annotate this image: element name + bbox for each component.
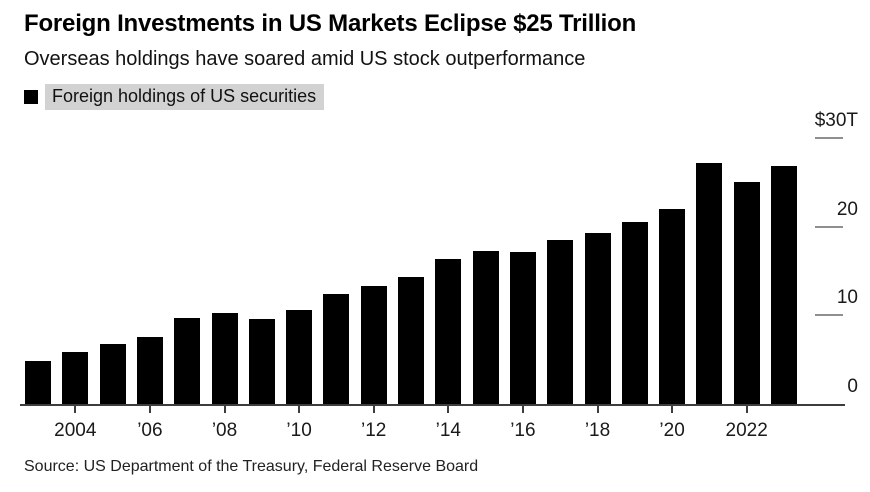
bar-2006: [136, 336, 163, 404]
bar-2008: [211, 312, 238, 404]
x-tick-2014: [447, 406, 450, 413]
x-tick-2020: [671, 406, 674, 413]
x-tick-2012: [372, 406, 375, 413]
x-tick-label-2006: ’06: [137, 420, 163, 441]
bar-2020: [659, 208, 686, 404]
bar-2011: [323, 294, 350, 404]
bar-2010: [286, 310, 313, 404]
x-axis-line: [20, 404, 845, 406]
x-tick-2018: [596, 406, 599, 413]
legend: Foreign holdings of US securities: [24, 84, 325, 110]
x-tick-label-2008: ’08: [211, 420, 238, 441]
chart-subtitle: Overseas holdings have soared amid US st…: [24, 48, 586, 70]
x-tick-2008: [223, 406, 226, 413]
y-tick-label-20: 20: [836, 198, 858, 220]
x-tick-2006: [148, 406, 151, 413]
bar-2018: [584, 232, 611, 404]
x-tick-label-2020: ’20: [659, 420, 685, 441]
bar-2021: [696, 162, 723, 404]
x-tick-label-2018: ’18: [584, 420, 611, 441]
y-tick-20: [815, 225, 843, 228]
x-tick-2004: [74, 406, 77, 413]
bar-2012: [360, 286, 387, 404]
bar-2019: [621, 222, 648, 404]
bar-2015: [472, 251, 499, 404]
x-tick-2010: [298, 406, 301, 413]
y-tick-10: [815, 314, 843, 317]
bar-2014: [435, 258, 462, 404]
y-tick-label-0: 0: [847, 376, 858, 397]
x-tick-label-2014: ’14: [435, 420, 461, 441]
y-tick-30: [815, 137, 843, 139]
bar-2003: [25, 361, 51, 404]
legend-swatch-icon: [24, 90, 38, 104]
source-note: Source: US Department of the Treasury, F…: [24, 458, 479, 475]
chart-title: Foreign Investments in US Markets Eclips…: [24, 10, 637, 37]
legend-label: Foreign holdings of US securities: [45, 84, 325, 110]
x-tick-2016: [521, 406, 524, 413]
x-tick-2022: [745, 406, 748, 413]
bar-2007: [174, 317, 201, 404]
bar-2005: [99, 343, 126, 404]
bar-2017: [547, 239, 574, 404]
bar-2009: [248, 318, 275, 404]
x-tick-label-2022: 2022: [725, 420, 768, 441]
x-tick-label-2016: ’16: [510, 420, 536, 441]
y-tick-label-30: $30T: [814, 110, 858, 131]
x-tick-label-2004: 2004: [54, 420, 97, 441]
bar-2004: [62, 351, 89, 404]
bar-2013: [398, 277, 424, 404]
bar-2022: [733, 182, 760, 404]
x-tick-label-2010: ’10: [286, 420, 312, 441]
bar-2023: [771, 166, 797, 404]
x-tick-label-2012: ’12: [361, 420, 387, 441]
y-tick-label-10: 10: [836, 287, 858, 309]
bar-2016: [509, 252, 536, 404]
